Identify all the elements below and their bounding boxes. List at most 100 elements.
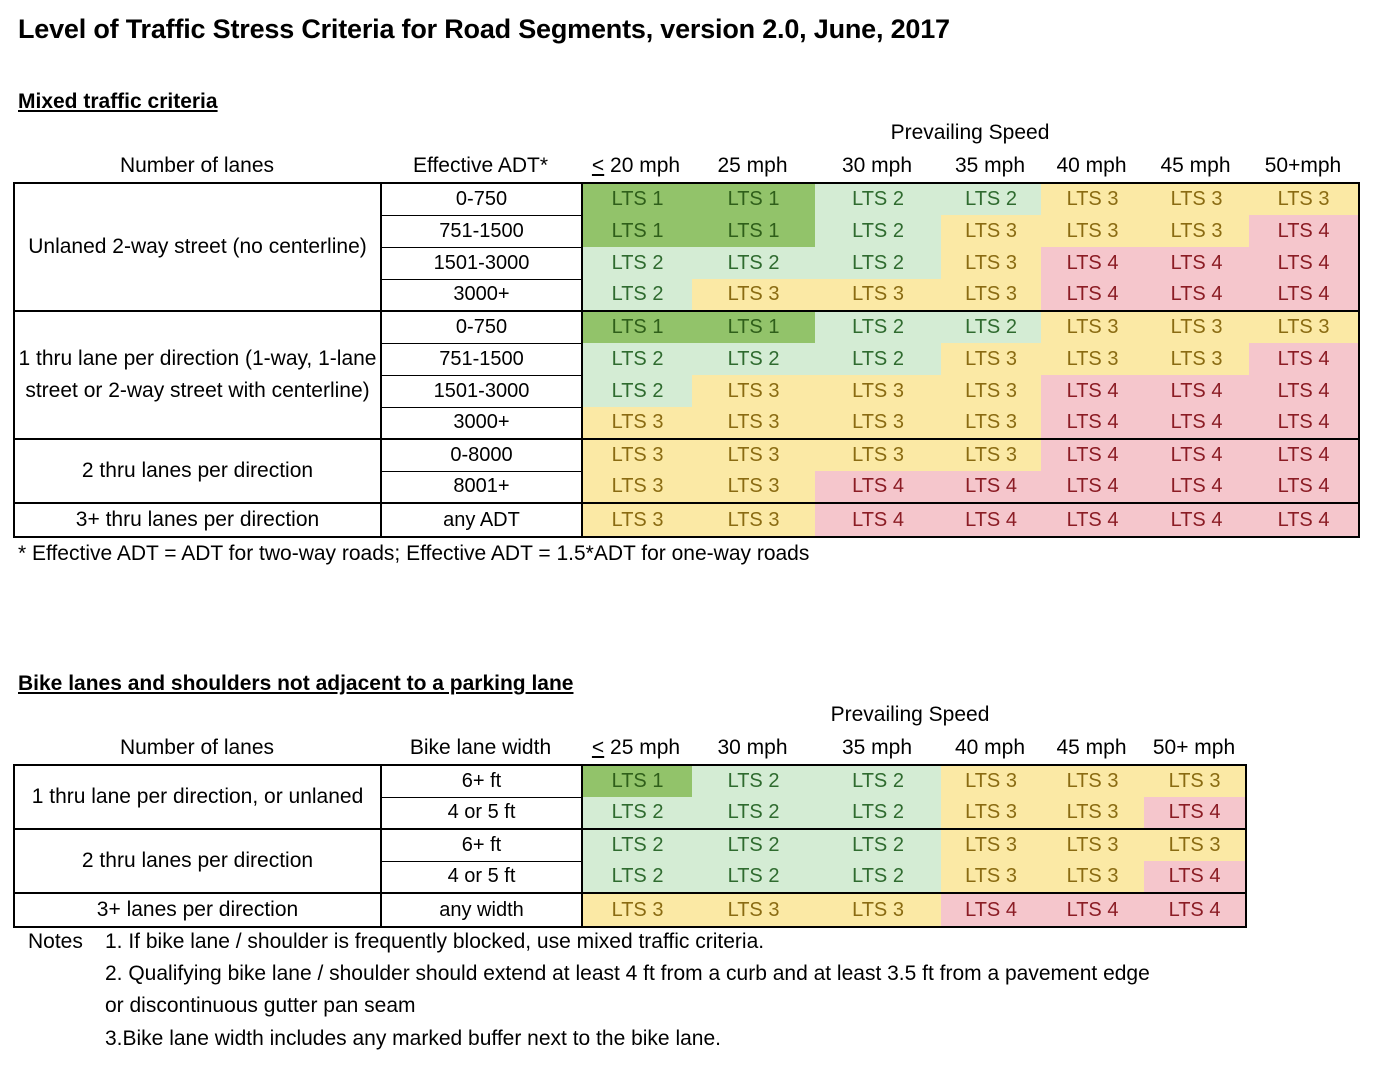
bike-width-cell: 6+ ft — [380, 764, 583, 798]
lts-cell: LTS 2 — [581, 797, 692, 830]
lts-cell: LTS 3 — [581, 438, 692, 471]
lts-cell: LTS 3 — [1041, 861, 1144, 894]
lts-cell: LTS 4 — [1249, 279, 1360, 312]
lts-cell: LTS 2 — [692, 247, 815, 279]
lane-group-label: 1 thru lane per direction (1-way, 1-lane… — [13, 310, 382, 440]
lts-cell: LTS 3 — [1144, 310, 1249, 343]
lts-cell: LTS 2 — [692, 764, 815, 797]
lts-cell: LTS 4 — [815, 502, 941, 538]
lts-cell: LTS 4 — [1041, 279, 1144, 312]
lts-cell: LTS 3 — [815, 375, 941, 407]
lts-cell: LTS 2 — [581, 247, 692, 279]
lts-cell: LTS 4 — [941, 892, 1041, 928]
lts-cell: LTS 3 — [941, 764, 1041, 797]
page-title: Level of Traffic Stress Criteria for Roa… — [18, 14, 950, 44]
lts-cell: LTS 2 — [815, 797, 941, 830]
table-row: 1 thru lane per direction, or unlaned 6+ … — [13, 764, 1247, 830]
table-row: 4 or 5 ft LTS 2 LTS 2 LTS 2 LTS 3 LTS 3 LTS 4 — [14, 860, 1247, 894]
lts-cell: LTS 3 — [1041, 310, 1144, 343]
lts-cell: LTS 4 — [1249, 438, 1360, 471]
adt-range-cell: 0-750 — [380, 182, 583, 216]
table-row: Unlaned 2-way street (no centerline) 0-75… — [13, 182, 1360, 312]
note-2: 2. Qualifying bike lane / shoulder shoul… — [105, 962, 1150, 985]
lts-cell: LTS 4 — [1041, 247, 1144, 279]
lts-cell: LTS 3 — [941, 279, 1041, 312]
lts-cell: LTS 3 — [692, 471, 815, 504]
speed-header: 45 mph — [1056, 736, 1127, 759]
table-row: 3000+ LTS 2 LTS 3 LTS 3 LTS 3 LTS 4 LTS 4 LTS 4 — [14, 278, 1360, 312]
adt-range-cell: 0-750 — [380, 310, 583, 344]
adt-range-cell: 3000+ — [380, 406, 583, 440]
lts-cell: LTS 2 — [581, 861, 692, 894]
lts-cell: LTS 2 — [815, 310, 941, 343]
lts-cell: LTS 2 — [815, 828, 941, 861]
lts-cell: LTS 1 — [692, 310, 815, 343]
lts-cell: LTS 4 — [1144, 502, 1249, 538]
table-row: 3000+ LTS 3 LTS 3 LTS 3 LTS 3 LTS 4 LTS 4 LTS 4 — [14, 406, 1360, 440]
speed-header: 45 mph — [1160, 154, 1231, 177]
lts-cell: LTS 3 — [692, 407, 815, 440]
lts-cell: LTS 2 — [941, 310, 1041, 343]
table-row: 3+ lanes per direction any width LTS 3 LTS … — [13, 892, 1247, 928]
lane-group-label: 2 thru lanes per direction — [13, 828, 382, 894]
lts-cell: LTS 4 — [941, 502, 1041, 538]
bike-header-lanes: Number of lanes — [119, 736, 275, 759]
lts-cell: LTS 4 — [1041, 892, 1144, 928]
table-row: 1 thru lane per direction (1-way, 1-lane… — [13, 310, 1360, 440]
lts-cell: LTS 4 — [1144, 438, 1249, 471]
lts-cell: LTS 2 — [815, 247, 941, 279]
lts-cell: LTS 2 — [815, 343, 941, 375]
lts-cell: LTS 4 — [1144, 797, 1247, 830]
lts-cell: LTS 2 — [581, 343, 692, 375]
speed-header: 50+mph — [1264, 154, 1342, 177]
lts-cell: LTS 4 — [1041, 375, 1144, 407]
lts-cell: LTS 2 — [581, 375, 692, 407]
lts-cell: LTS 4 — [1144, 375, 1249, 407]
lts-cell: LTS 4 — [1144, 471, 1249, 504]
mixed-speed-caption: Prevailing Speed — [890, 121, 1050, 144]
bike-width-cell: 4 or 5 ft — [380, 796, 583, 830]
lts-cell: LTS 3 — [1144, 828, 1247, 861]
speed-header: 40 mph — [954, 736, 1026, 759]
speed-header: 30 mph — [717, 736, 788, 759]
bike-width-cell: 4 or 5 ft — [380, 860, 583, 894]
table-row: 2 thru lanes per direction 6+ ft LTS 2 LTS … — [13, 828, 1247, 894]
lts-cell: LTS 3 — [941, 407, 1041, 440]
note-2-cont: or discontinuous gutter pan seam — [105, 994, 416, 1017]
mixed-section-title: Mixed traffic criteria — [18, 90, 218, 113]
lts-cell: LTS 1 — [692, 182, 815, 215]
notes-label: Notes — [28, 930, 83, 953]
lts-cell: LTS 4 — [1249, 502, 1360, 538]
mixed-header-adt: Effective ADT* — [412, 154, 548, 177]
lane-group-label: 2 thru lanes per direction — [13, 438, 382, 504]
speed-header-text: 20 mph — [604, 154, 681, 177]
lts-cell: LTS 3 — [1144, 343, 1249, 375]
lts-cell: LTS 3 — [1249, 182, 1360, 215]
lts-cell: LTS 2 — [692, 861, 815, 894]
lane-group-label: 3+ thru lanes per direction — [13, 502, 382, 538]
lts-cell: LTS 3 — [941, 438, 1041, 471]
lts-cell: LTS 3 — [941, 215, 1041, 247]
lts-cell: LTS 4 — [1041, 502, 1144, 538]
lts-cell: LTS 4 — [1249, 407, 1360, 440]
lts-cell: LTS 1 — [581, 182, 692, 215]
speed-header: < 25 mph — [581, 736, 691, 760]
adt-range-cell: 0-8000 — [380, 438, 583, 472]
lts-cell: LTS 3 — [581, 892, 692, 928]
lts-cell: LTS 3 — [581, 502, 692, 538]
lts-cell: LTS 4 — [1144, 861, 1247, 894]
lts-cell: LTS 4 — [1249, 247, 1360, 279]
mixed-footnote: * Effective ADT = ADT for two-way roads;… — [18, 542, 810, 565]
lts-cell: LTS 2 — [815, 182, 941, 215]
less-equal-symbol: < — [591, 736, 605, 759]
note-1: 1. If bike lane / shoulder is frequently… — [105, 930, 765, 953]
table-row: 4 or 5 ft LTS 2 LTS 2 LTS 2 LTS 3 LTS 3 LTS 4 — [14, 796, 1247, 830]
speed-header: 35 mph — [954, 154, 1026, 177]
less-equal-symbol: < — [591, 154, 605, 177]
lane-group-label: Unlaned 2-way street (no centerline) — [13, 182, 382, 312]
lts-cell: LTS 2 — [941, 182, 1041, 215]
lts-cell: LTS 3 — [1144, 764, 1247, 797]
table-row: 8001+ LTS 3 LTS 3 LTS 4 LTS 4 LTS 4 LTS 4 LTS 4 — [14, 470, 1360, 504]
